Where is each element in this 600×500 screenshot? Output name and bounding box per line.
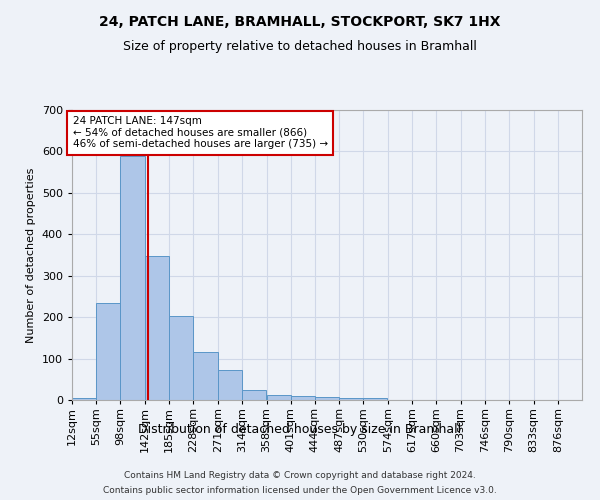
Bar <box>266 394 291 400</box>
Text: 24 PATCH LANE: 147sqm
← 54% of detached houses are smaller (866)
46% of semi-det: 24 PATCH LANE: 147sqm ← 54% of detached … <box>73 116 328 150</box>
Text: 24, PATCH LANE, BRAMHALL, STOCKPORT, SK7 1HX: 24, PATCH LANE, BRAMHALL, STOCKPORT, SK7… <box>99 15 501 29</box>
Bar <box>339 398 363 400</box>
Text: Distribution of detached houses by size in Bramhall: Distribution of detached houses by size … <box>139 422 461 436</box>
Bar <box>363 398 388 400</box>
Text: Contains public sector information licensed under the Open Government Licence v3: Contains public sector information licen… <box>103 486 497 495</box>
Bar <box>121 156 145 400</box>
Text: Size of property relative to detached houses in Bramhall: Size of property relative to detached ho… <box>123 40 477 53</box>
Bar <box>218 370 242 400</box>
Bar <box>96 302 121 400</box>
Bar <box>242 390 266 400</box>
Bar <box>169 316 193 400</box>
Bar <box>145 256 169 400</box>
Bar <box>193 352 218 400</box>
Text: Contains HM Land Registry data © Crown copyright and database right 2024.: Contains HM Land Registry data © Crown c… <box>124 471 476 480</box>
Bar <box>72 398 96 400</box>
Y-axis label: Number of detached properties: Number of detached properties <box>26 168 36 342</box>
Bar <box>315 397 339 400</box>
Bar <box>291 396 315 400</box>
